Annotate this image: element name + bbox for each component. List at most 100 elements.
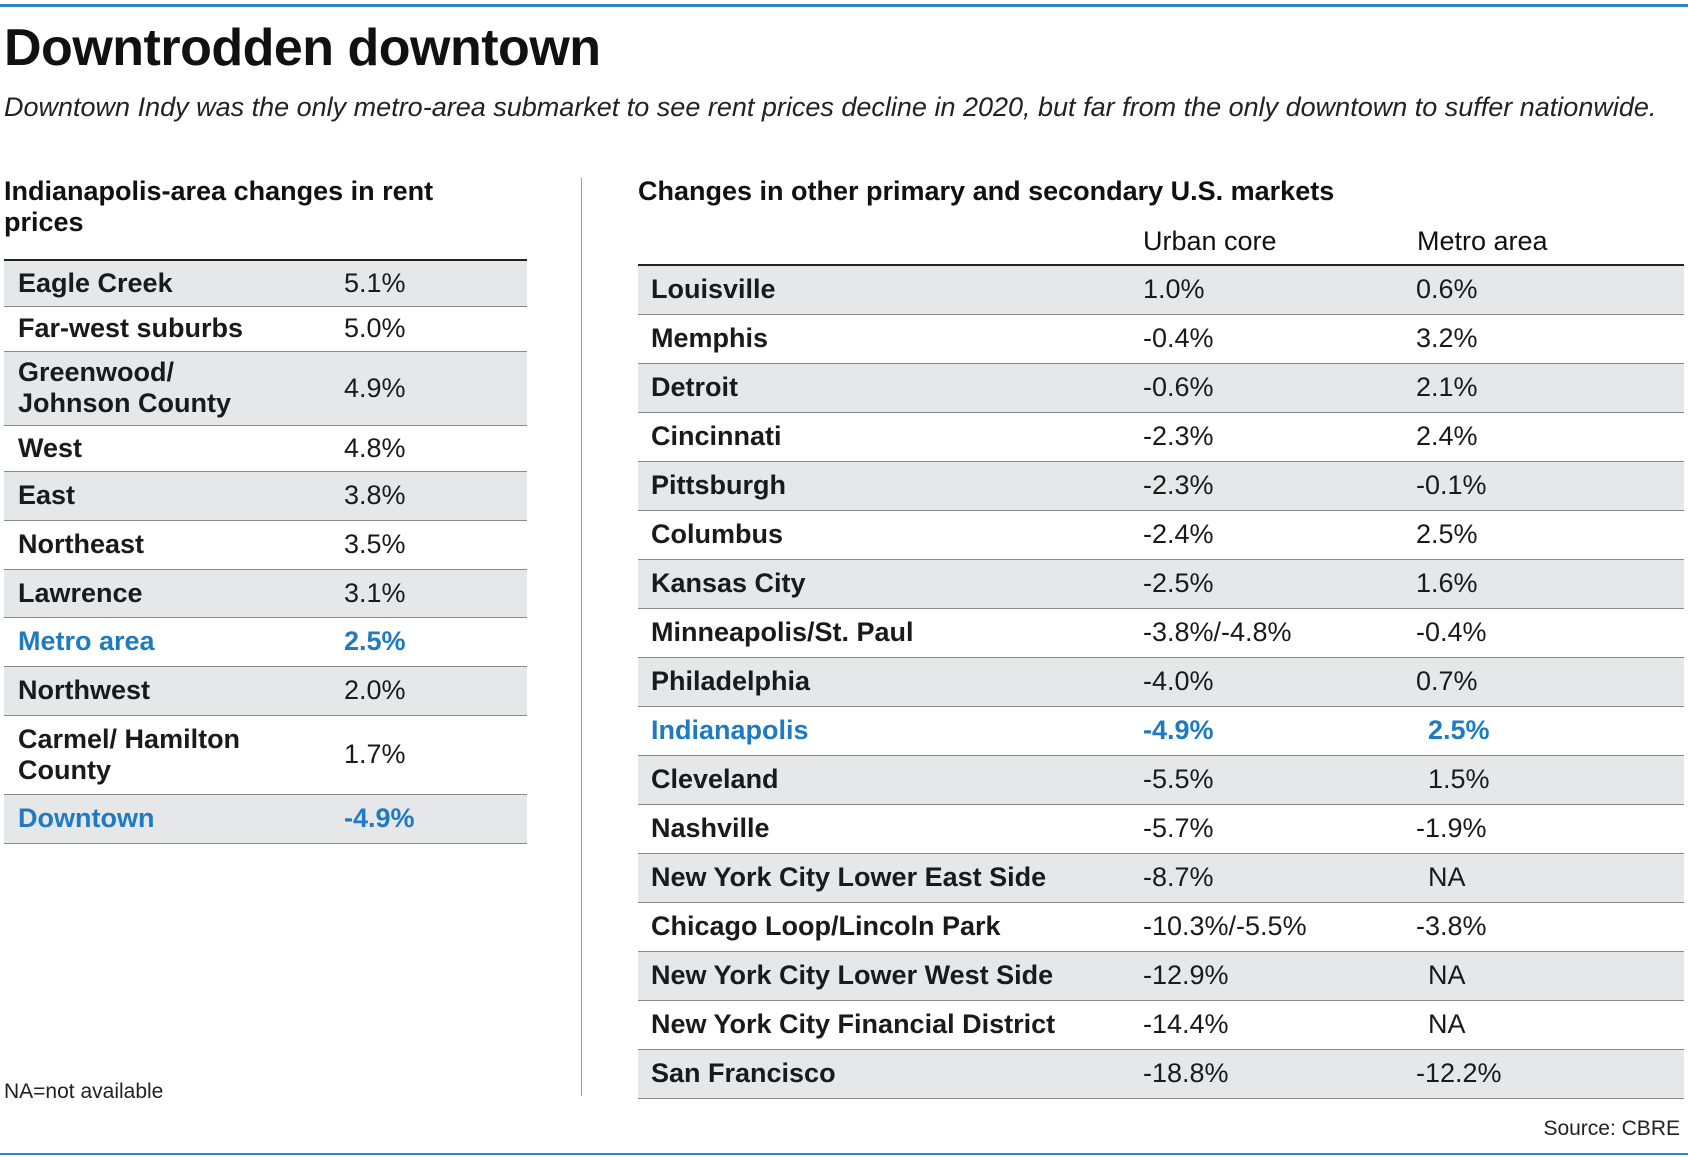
table-row: New York City Financial District -14.4% … bbox=[638, 1000, 1684, 1049]
indianapolis-table: Eagle Creek 5.1% Far-west suburbs 5.0% G… bbox=[4, 259, 527, 844]
column-divider bbox=[581, 178, 582, 1096]
row-name: East bbox=[18, 480, 76, 510]
row-metro-value: 2.5% bbox=[1428, 715, 1490, 745]
row-name: San Francisco bbox=[651, 1058, 836, 1088]
row-urban-value: -2.3% bbox=[1143, 421, 1214, 451]
row-urban-value: -3.8%/-4.8% bbox=[1143, 617, 1292, 647]
row-metro-value: NA bbox=[1428, 862, 1466, 892]
row-metro-value: 2.5% bbox=[1416, 519, 1478, 549]
row-name: New York City Lower West Side bbox=[651, 960, 1054, 990]
row-name: Cincinnati bbox=[651, 421, 782, 451]
left-table-heading: Indianapolis-area changes in rent prices bbox=[4, 176, 434, 237]
table-row: Kansas City -2.5% 1.6% bbox=[638, 559, 1684, 608]
row-value: 2.0% bbox=[344, 675, 406, 705]
row-metro-value: 0.7% bbox=[1416, 666, 1478, 696]
table-row: Memphis -0.4% 3.2% bbox=[638, 314, 1684, 363]
row-name: Carmel/ Hamilton County bbox=[18, 723, 241, 785]
page-subtitle: Downtown Indy was the only metro-area su… bbox=[4, 92, 1657, 122]
row-name: Kansas City bbox=[651, 568, 806, 598]
row-metro-value: -3.8% bbox=[1416, 911, 1487, 941]
footnote: NA=not available bbox=[4, 1080, 164, 1103]
row-urban-value: -2.5% bbox=[1143, 568, 1214, 598]
row-urban-value: -12.9% bbox=[1143, 960, 1229, 990]
table-row: Pittsburgh -2.3% -0.1% bbox=[638, 461, 1684, 510]
table-row: Eagle Creek 5.1% bbox=[4, 260, 527, 306]
row-metro-value: -0.4% bbox=[1416, 617, 1487, 647]
table-row: Greenwood/ Johnson County 4.9% bbox=[4, 351, 527, 425]
row-value: 5.0% bbox=[344, 313, 406, 343]
bottom-rule bbox=[0, 1153, 1688, 1155]
page-title: Downtrodden downtown bbox=[4, 19, 601, 77]
row-name: Greenwood/ Johnson County bbox=[18, 357, 231, 418]
row-metro-value: 1.6% bbox=[1416, 568, 1478, 598]
row-name: Memphis bbox=[651, 323, 769, 353]
table-row: Philadelphia -4.0% 0.7% bbox=[638, 657, 1684, 706]
row-urban-value: -0.6% bbox=[1143, 372, 1214, 402]
row-urban-value: -4.0% bbox=[1143, 666, 1214, 696]
row-value: 4.8% bbox=[344, 432, 406, 463]
row-urban-value: -10.3%/-5.5% bbox=[1143, 911, 1307, 941]
row-metro-value: 0.6% bbox=[1416, 274, 1478, 305]
row-urban-value: -5.7% bbox=[1143, 813, 1214, 843]
row-name: Northwest bbox=[18, 675, 151, 705]
row-name: New York City Financial District bbox=[651, 1009, 1056, 1039]
table-row-highlight: Indianapolis -4.9% 2.5% bbox=[638, 706, 1684, 755]
row-urban-value: -18.8% bbox=[1143, 1058, 1229, 1088]
row-metro-value: 3.2% bbox=[1416, 323, 1478, 353]
row-metro-value: -12.2% bbox=[1416, 1058, 1502, 1088]
row-urban-value: 1.0% bbox=[1143, 274, 1205, 305]
row-metro-value: 1.5% bbox=[1428, 764, 1490, 794]
table-row: Detroit -0.6% 2.1% bbox=[638, 363, 1684, 412]
row-value: -4.9% bbox=[344, 803, 415, 833]
row-urban-value: -14.4% bbox=[1143, 1009, 1229, 1039]
column-header-metro-area: Metro area bbox=[1417, 226, 1548, 256]
row-name: Lawrence bbox=[18, 577, 143, 608]
row-name: Minneapolis/St. Paul bbox=[651, 617, 914, 647]
row-value: 3.8% bbox=[344, 480, 406, 510]
row-urban-value: -2.4% bbox=[1143, 519, 1214, 549]
row-metro-value: 2.1% bbox=[1416, 372, 1478, 402]
row-name: Indianapolis bbox=[651, 715, 809, 745]
table-row: Northeast 3.5% bbox=[4, 520, 527, 569]
table-row: New York City Lower East Side -8.7% NA bbox=[638, 853, 1684, 902]
row-urban-value: -5.5% bbox=[1143, 764, 1214, 794]
table-row: Cincinnati -2.3% 2.4% bbox=[638, 412, 1684, 461]
table-row: Columbus -2.4% 2.5% bbox=[638, 510, 1684, 559]
row-metro-value: -1.9% bbox=[1416, 813, 1487, 843]
row-value: 4.9% bbox=[344, 372, 406, 403]
row-name: West bbox=[18, 432, 83, 463]
row-name: Downtown bbox=[18, 803, 155, 833]
table-row: San Francisco -18.8% -12.2% bbox=[638, 1049, 1684, 1098]
row-urban-value: -2.3% bbox=[1143, 470, 1214, 500]
row-urban-value: -0.4% bbox=[1143, 323, 1214, 353]
table-row: Lawrence 3.1% bbox=[4, 569, 527, 617]
row-value: 3.1% bbox=[344, 577, 406, 608]
table-row: Carmel/ Hamilton County 1.7% bbox=[4, 715, 527, 794]
row-value: 1.7% bbox=[344, 739, 406, 769]
row-name: Philadelphia bbox=[651, 666, 811, 696]
row-metro-value: 2.4% bbox=[1416, 421, 1478, 451]
row-name: Nashville bbox=[651, 813, 770, 843]
row-name: Eagle Creek bbox=[18, 267, 173, 298]
row-name: Far-west suburbs bbox=[18, 313, 244, 343]
table-row: Far-west suburbs 5.0% bbox=[4, 306, 527, 351]
table-row: Nashville -5.7% -1.9% bbox=[638, 804, 1684, 853]
table-row: New York City Lower West Side -12.9% NA bbox=[638, 951, 1684, 1000]
table-row-highlight: Downtown -4.9% bbox=[4, 794, 527, 843]
row-name: Detroit bbox=[651, 372, 738, 402]
row-name: Louisville bbox=[651, 274, 776, 305]
row-urban-value: -8.7% bbox=[1143, 862, 1214, 892]
table-row: West 4.8% bbox=[4, 425, 527, 471]
row-value: 2.5% bbox=[344, 626, 406, 656]
row-name: Pittsburgh bbox=[651, 470, 786, 500]
table-row: East 3.8% bbox=[4, 471, 527, 520]
row-name: Cleveland bbox=[651, 764, 779, 794]
table-row: Chicago Loop/Lincoln Park -10.3%/-5.5% -… bbox=[638, 902, 1684, 951]
row-name: Chicago Loop/Lincoln Park bbox=[651, 911, 1001, 941]
row-name: Northeast bbox=[18, 529, 145, 559]
row-name: Metro area bbox=[18, 626, 155, 656]
column-header-urban-core: Urban core bbox=[1143, 226, 1277, 256]
row-value: 5.1% bbox=[344, 267, 406, 298]
row-name: New York City Lower East Side bbox=[651, 862, 1047, 892]
table-row-highlight: Metro area 2.5% bbox=[4, 617, 527, 666]
